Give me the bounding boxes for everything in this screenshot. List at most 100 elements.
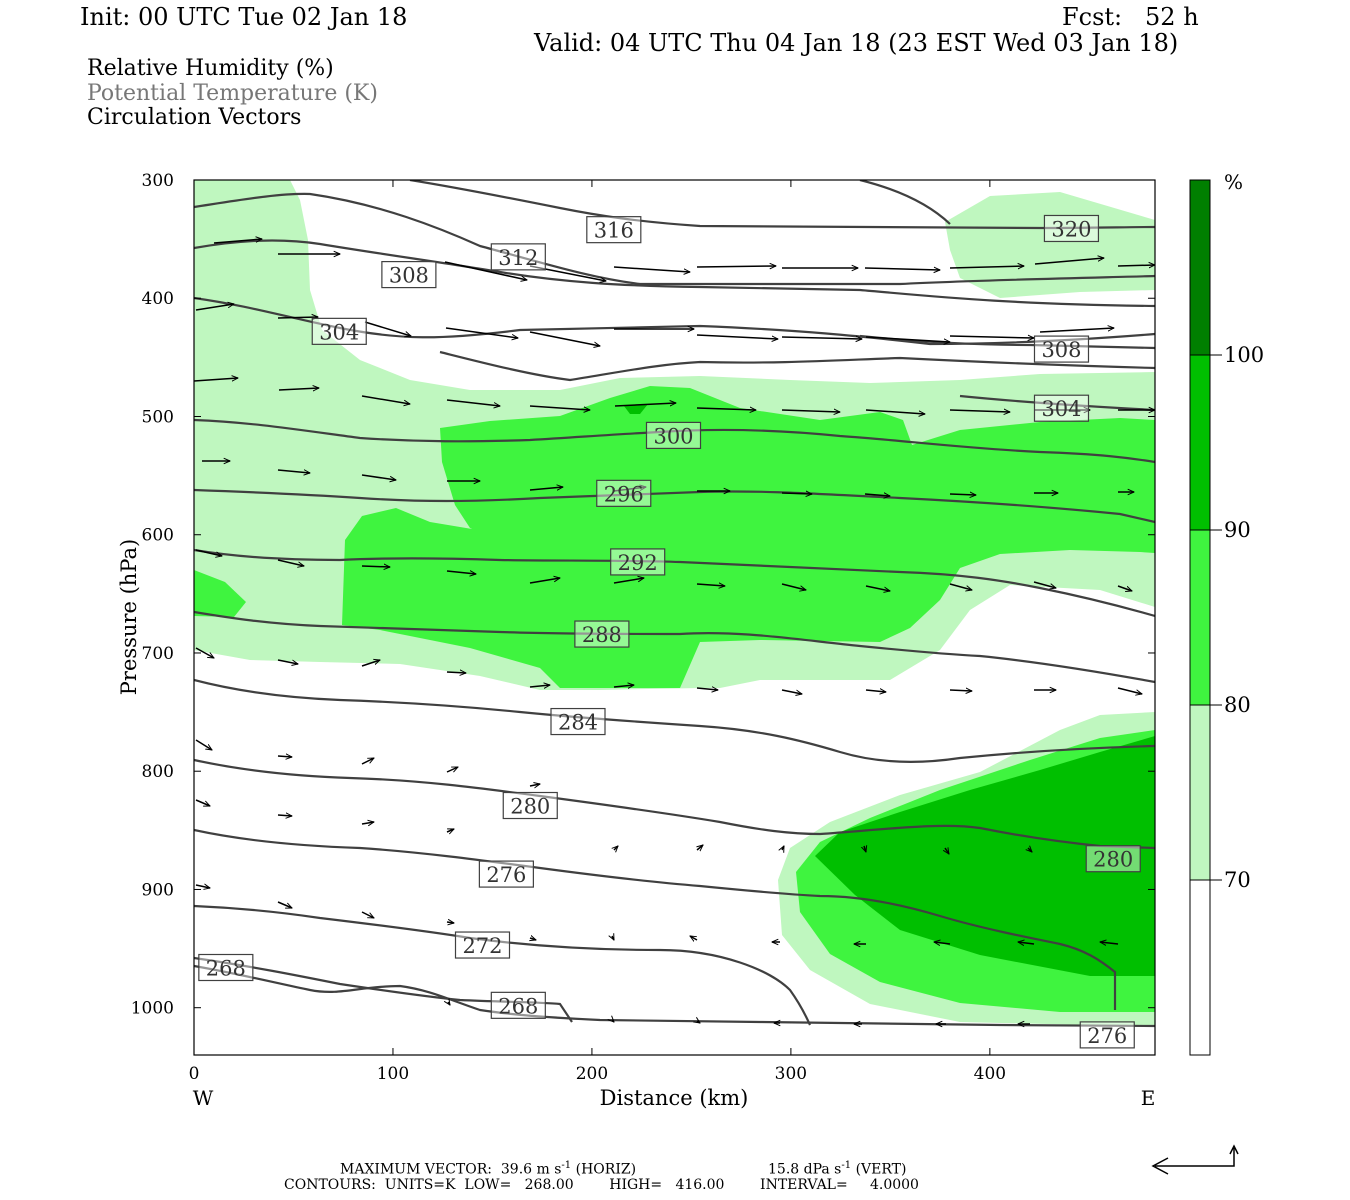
wind-vector	[529, 784, 540, 786]
wind-vector	[697, 1021, 700, 1023]
contour-label: 296	[596, 479, 652, 507]
wind-vector	[1028, 848, 1032, 852]
contour-label-text: 280	[1093, 848, 1133, 872]
wind-vector	[446, 828, 454, 832]
wind-vector	[612, 1020, 614, 1022]
wind-vector	[949, 690, 972, 691]
contour-label-box	[490, 243, 546, 271]
wind-vector	[1018, 942, 1035, 944]
wind-vector	[690, 935, 698, 940]
wind-vector	[1033, 581, 1056, 588]
wind-vector	[1117, 687, 1142, 694]
wind-vector	[361, 566, 390, 567]
theta-contour	[194, 828, 1117, 1010]
wind-vector	[195, 885, 210, 888]
rh-70-80-region-ne	[945, 192, 1155, 298]
contour-label-box	[454, 931, 511, 959]
wind-vector	[529, 487, 563, 490]
forecast-hour: Fcst: 52 h	[1062, 3, 1199, 31]
theta-contour	[194, 610, 1155, 684]
rh-fill	[194, 180, 1155, 1025]
wind-vector	[277, 470, 310, 473]
wind-vector	[361, 395, 410, 404]
contour-label-box	[502, 791, 558, 820]
x-tick-label: 100	[377, 1064, 409, 1084]
contour-label: 312	[490, 243, 546, 271]
wind-vector	[445, 327, 518, 338]
theta-contours	[194, 180, 1155, 1028]
max-vertical-exponent: -1	[841, 1160, 852, 1171]
theta-contour	[409, 180, 1155, 230]
contour-label-box	[1079, 1021, 1135, 1049]
wind-vector	[696, 266, 776, 267]
wind-vector	[614, 846, 618, 850]
wind-vector	[529, 331, 600, 346]
theta-contour	[194, 488, 1155, 524]
wind-vector	[934, 942, 951, 944]
contour-label-text: 276	[1087, 1024, 1127, 1048]
wind-vector	[612, 936, 615, 940]
wind-vector	[696, 584, 725, 586]
y-axis-title: Pressure (hPa)	[117, 539, 141, 695]
x-axis-left-label: W	[193, 1086, 214, 1110]
wind-vector	[361, 474, 396, 480]
colorbar-segment-90	[1190, 355, 1210, 530]
wind-vector	[446, 571, 476, 574]
field-rh-title: Relative Humidity (%)	[87, 56, 334, 81]
colorbar-label-80: 80	[1224, 693, 1251, 717]
max-vector-exponent: -1	[561, 1160, 572, 1171]
contour-label: 320	[1043, 214, 1100, 243]
contour-label: 280	[502, 791, 558, 820]
field-vectors-title: Circulation Vectors	[87, 105, 302, 130]
wind-vector	[1117, 585, 1132, 591]
wind-vector	[613, 266, 690, 272]
contour-label-box	[550, 707, 606, 736]
contour-label-text: 320	[1051, 217, 1091, 241]
rh-90-100-region-se	[815, 736, 1155, 976]
contour-label-text: 284	[558, 711, 598, 735]
colorbar-segment-100	[1190, 180, 1210, 355]
wind-vector	[696, 334, 778, 339]
contour-label: 308	[381, 260, 437, 289]
wind-vector	[530, 938, 536, 940]
y-tick-label: 900	[142, 880, 174, 900]
theta-contour	[194, 296, 1155, 346]
contour-label-box	[1033, 394, 1090, 422]
wind-vector	[444, 261, 527, 280]
contour-label: 272	[454, 931, 511, 959]
contour-label: 276	[1079, 1021, 1135, 1049]
x-axis-right-label: E	[1141, 1086, 1156, 1110]
wind-vector	[696, 408, 756, 410]
contour-label-box	[1085, 845, 1141, 873]
contour-label-text: 288	[582, 623, 622, 647]
contour-label-box	[645, 421, 702, 450]
max-vertical-value: 15.8 dPa s	[768, 1161, 842, 1178]
wind-vector	[781, 583, 806, 590]
wind-vector	[529, 578, 560, 584]
init-time: Init: 00 UTC Tue 02 Jan 18	[80, 3, 408, 31]
y-tick-label: 1000	[131, 999, 174, 1019]
wind-vector	[195, 799, 210, 807]
wind-vector	[1117, 265, 1155, 266]
wind-vector	[364, 321, 411, 336]
wind-vector	[277, 559, 304, 566]
wind-vector	[696, 688, 718, 690]
y-tick-label: 500	[142, 407, 174, 427]
x-tick-label: 200	[576, 1064, 608, 1084]
x-tick-label: 0	[189, 1064, 200, 1084]
contour-label-text: 292	[618, 551, 658, 575]
contour-label-box	[478, 860, 534, 888]
max-vector-horiz: (HORIZ)	[575, 1161, 637, 1178]
theta-contour	[194, 964, 1155, 1028]
wind-vector	[614, 403, 676, 407]
contour-label: 268	[198, 953, 254, 982]
contour-label-text: 280	[510, 795, 550, 819]
wind-vector	[446, 672, 466, 673]
rh-80-90-region	[342, 386, 1155, 688]
contour-label: 276	[478, 860, 534, 888]
wind-vector	[1039, 328, 1114, 333]
contour-label-box	[198, 953, 254, 982]
contour-label-box	[610, 548, 666, 576]
contour-label-text: 316	[594, 219, 634, 243]
